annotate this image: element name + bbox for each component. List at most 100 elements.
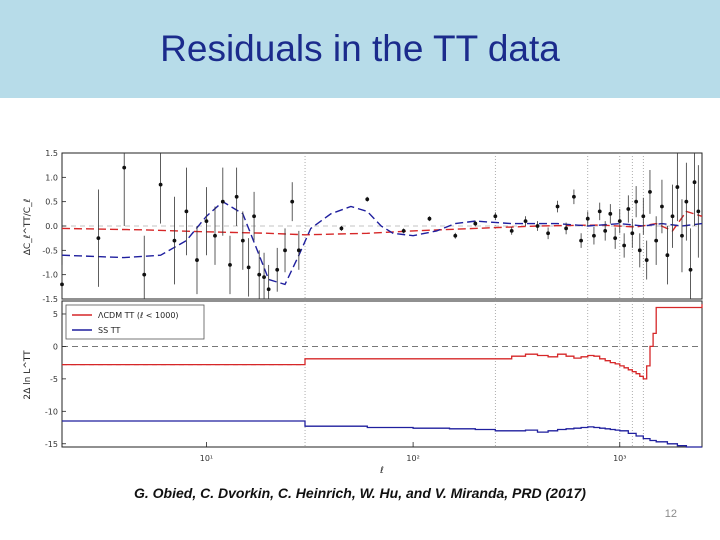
- datapoint-48: [634, 199, 639, 204]
- datapoint-12: [234, 194, 239, 199]
- datapoint-28: [473, 221, 478, 226]
- datapoint-59: [684, 199, 689, 204]
- datapoint-7: [195, 258, 199, 262]
- datapoint-30: [509, 228, 514, 233]
- datapoint-62: [696, 209, 701, 214]
- legend: ΛCDM TT (ℓ < 1000) SS TT: [65, 304, 205, 340]
- chart-figure: 1.5 1.0 0.5 0.0 -0.5 -1.0 -1.5 5 0 -5 -10 -15 10¹ 1…: [0, 145, 720, 476]
- datapoint-36: [572, 194, 576, 199]
- bottom-xtick-label-1: 10²: [406, 454, 419, 463]
- datapoint-10: [220, 199, 225, 204]
- datapoint-24: [365, 197, 370, 202]
- datapoint-3: [142, 272, 147, 277]
- datapoint-51: [644, 258, 649, 262]
- datapoint-26: [427, 216, 432, 221]
- datapoint-50: [641, 214, 646, 219]
- datapoint-4: [158, 182, 163, 187]
- top-ytick-label-2: 0.5: [45, 198, 58, 207]
- datapoint-14: [246, 265, 251, 270]
- slide-title: Residuals in the TT data: [160, 28, 560, 69]
- page-number: 12: [664, 508, 677, 520]
- datapoint-21: [290, 199, 295, 204]
- datapoint-29: [493, 214, 498, 219]
- top-ytick-label-4: -0.5: [42, 246, 58, 255]
- datapoint-56: [670, 214, 675, 219]
- legend-entry-ss: SS TT: [98, 326, 120, 335]
- datapoint-39: [592, 233, 596, 238]
- bottom-series-group: [62, 304, 703, 448]
- top-ytick-label-1: 1.0: [45, 173, 58, 182]
- datapoint-42: [608, 211, 613, 216]
- datapoint-18: [266, 287, 271, 292]
- datapoint-37: [579, 238, 583, 243]
- datapoint-27: [453, 233, 458, 238]
- top-ytick-label-3: 0.0: [45, 222, 58, 231]
- top-y-ticks: 1.5 1.0 0.5 0.0 -0.5 -1.0 -1.5: [42, 149, 66, 304]
- citation-caption: G. Obied, C. Dvorkin, C. Heinrich, W. Hu…: [134, 485, 586, 501]
- datapoint-38: [585, 216, 590, 221]
- x-axis-label: ℓ: [379, 466, 384, 475]
- bottom-vertical-guides: [304, 301, 644, 447]
- datapoint-58: [680, 233, 684, 238]
- datapoint-53: [654, 238, 659, 243]
- datapoint-32: [535, 224, 540, 228]
- datapoint-22: [296, 248, 301, 253]
- datapoint-5: [172, 238, 177, 243]
- bottom-panel-frame: [61, 300, 703, 448]
- datapoint-44: [617, 219, 622, 224]
- datapoint-54: [660, 204, 664, 209]
- legend-entry-lcdm: ΛCDM TT (ℓ < 1000): [98, 311, 179, 320]
- bottom-ytick-label-4: -15: [45, 440, 58, 449]
- bottom-ytick-label-3: -10: [45, 407, 58, 416]
- datapoint-9: [213, 233, 217, 238]
- bottom-ytick-label-0: 5: [53, 310, 58, 319]
- datapoint-23: [339, 226, 344, 231]
- bottom-reference-lines: [62, 346, 702, 422]
- datapoint-49: [637, 248, 642, 253]
- datapoint-35: [564, 226, 569, 231]
- datapoint-0: [60, 282, 64, 287]
- datapoint-43: [613, 236, 618, 241]
- datapoint-8: [204, 219, 209, 224]
- top-series-group: [61, 200, 703, 286]
- datapoint-41: [603, 228, 608, 233]
- bottom-ytick-label-1: 0: [53, 342, 58, 351]
- datapoint-57: [675, 185, 680, 189]
- datapoint-61: [692, 180, 697, 185]
- bottom-xtick-label-2: 10³: [613, 454, 626, 463]
- top-ytick-label-6: -1.5: [42, 295, 58, 304]
- top-datapoints-group: [60, 153, 701, 299]
- bottom-ytick-label-2: -5: [50, 375, 58, 384]
- bottom-xtick-label-0: 10¹: [200, 454, 213, 463]
- bottom-series-line-0: [62, 304, 703, 380]
- datapoint-46: [626, 207, 631, 211]
- datapoint-25: [401, 228, 406, 233]
- datapoint-60: [688, 267, 693, 272]
- datapoint-19: [275, 267, 280, 272]
- datapoint-11: [228, 263, 232, 267]
- datapoint-1: [96, 236, 101, 241]
- top-series-line-1: [61, 200, 703, 286]
- datapoint-16: [257, 272, 262, 277]
- chart-svg: 1.51.00.50.0-0.5-1.0-1.5 50-5-10-15 10¹ 1…: [23, 149, 703, 476]
- datapoint-2: [122, 165, 127, 170]
- datapoint-17: [262, 275, 266, 279]
- top-ytick-label-5: -1.0: [42, 271, 58, 280]
- datapoint-34: [555, 204, 560, 209]
- datapoint-15: [252, 214, 256, 219]
- datapoint-33: [546, 231, 550, 236]
- bottom-y-axis-label: 2Δ ln L^TT: [23, 350, 33, 400]
- datapoint-55: [665, 253, 670, 258]
- legend-box: [65, 304, 205, 340]
- datapoint-47: [630, 231, 635, 236]
- datapoint-52: [648, 190, 652, 194]
- bottom-series-line-1: [62, 420, 702, 448]
- bottom-y-ticks: 5 0 -5 -10 -15: [45, 310, 66, 449]
- top-ytick-label-0: 1.5: [45, 149, 58, 158]
- top-y-axis-label: ΔC_ℓ^TT/C_ℓ: [23, 199, 33, 256]
- datapoint-45: [622, 243, 627, 248]
- bottom-x-ticks: 10¹ 10² 10³: [200, 442, 626, 463]
- datapoint-13: [240, 238, 245, 243]
- title-bar: [0, 0, 720, 98]
- datapoint-40: [597, 209, 602, 214]
